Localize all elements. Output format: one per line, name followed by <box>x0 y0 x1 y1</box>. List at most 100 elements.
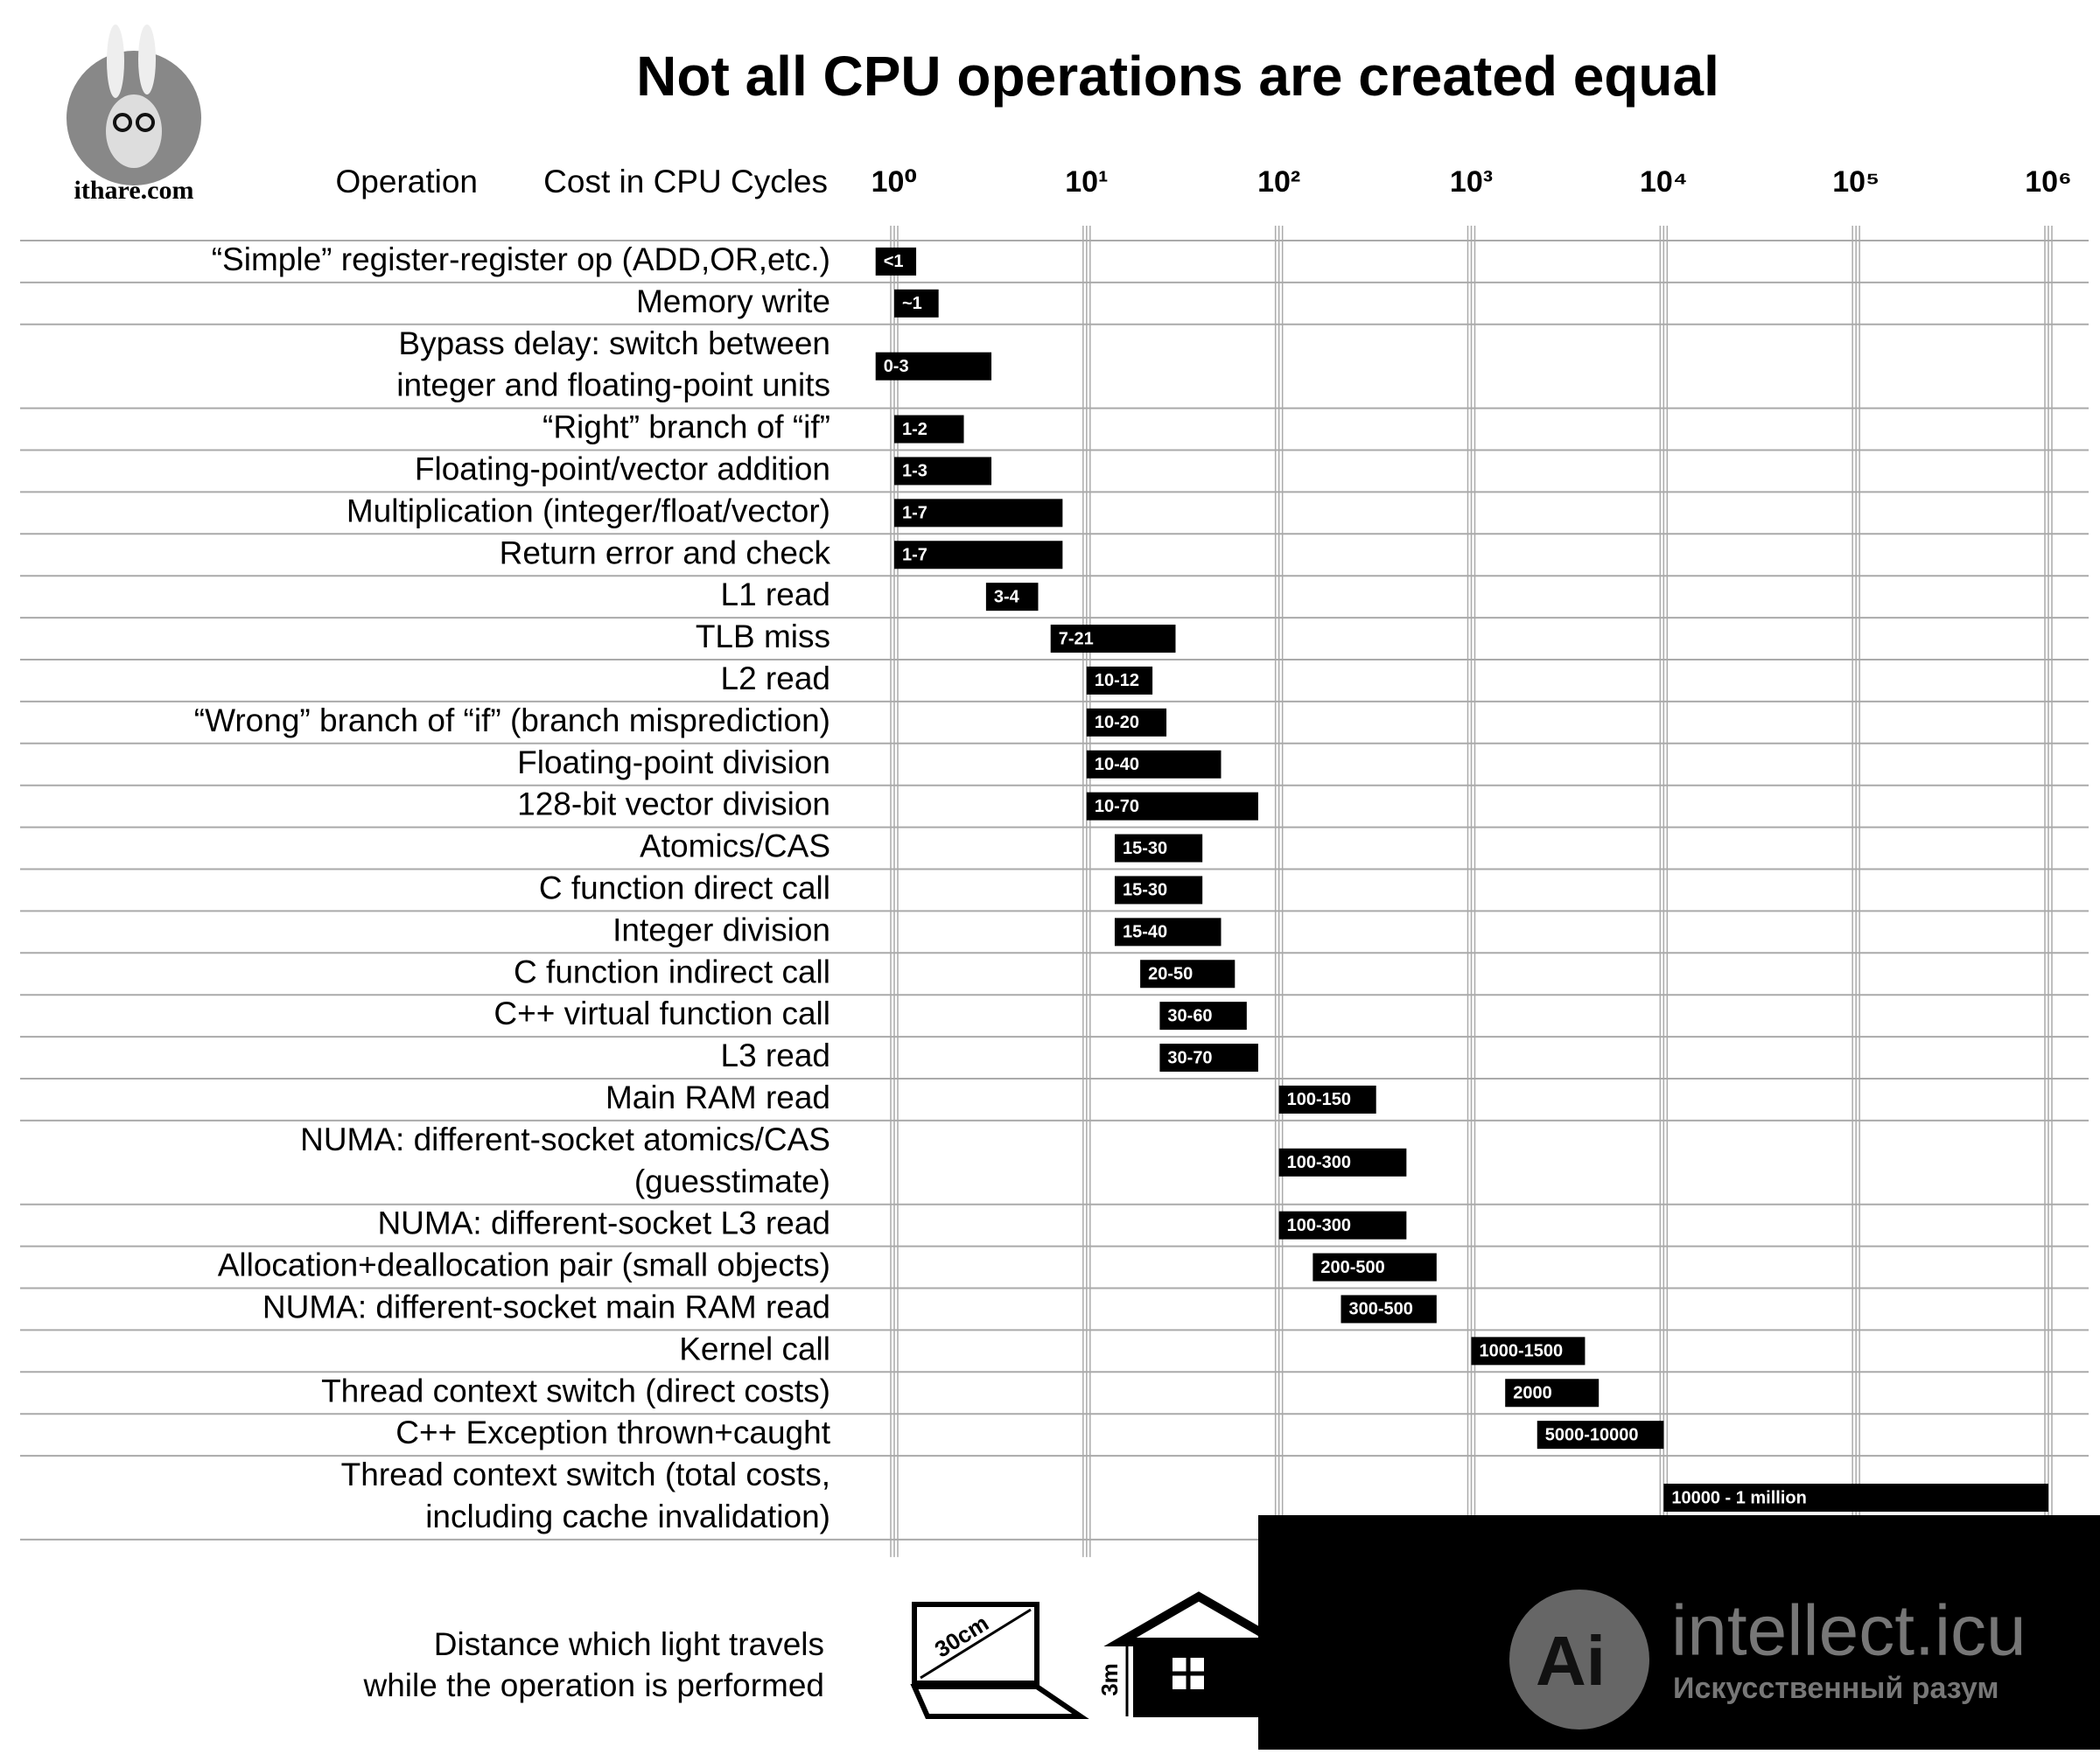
bar-label: 30-70 <box>1167 1048 1212 1067</box>
range-bar <box>1114 834 1203 863</box>
grid: 10⁰ 10¹ 10² 10³ 10⁴ 10⁵ 10⁶ <box>872 165 2072 1557</box>
row-label: NUMA: different-socket main RAM read <box>262 1289 830 1324</box>
bar-label: 1000-1500 <box>1480 1342 1564 1361</box>
bar-label: 2000 <box>1513 1384 1552 1403</box>
row-label: L2 read <box>721 660 831 696</box>
range-bar <box>1050 625 1176 653</box>
row-label: Memory write <box>636 283 830 319</box>
x-tick-label: 10³ <box>1450 165 1493 199</box>
chart-title: Not all CPU operations are created equal <box>636 45 1719 108</box>
footer: Distance which light travels while the o… <box>362 1591 1294 1719</box>
logo-ear <box>107 24 124 98</box>
logo-ear <box>138 24 156 94</box>
row-label: “Simple” register-register op (ADD,OR,et… <box>212 241 830 277</box>
x-tick-label: 10¹ <box>1065 165 1108 199</box>
range-bar <box>1278 1211 1407 1240</box>
range-bar <box>1536 1421 1664 1450</box>
house-roof <box>1103 1591 1294 1646</box>
row-label: Kernel call <box>679 1331 830 1366</box>
row-label: C++ virtual function call <box>494 996 830 1031</box>
range-bar <box>1663 1484 2048 1512</box>
range-bar <box>1340 1295 1437 1324</box>
header-label: Operation <box>336 164 479 199</box>
watermark-logo <box>1509 1590 1649 1730</box>
row-label: NUMA: different-socket atomics/CAS (guess… <box>300 1122 830 1199</box>
bar-label: 20-50 <box>1148 965 1193 984</box>
bar-label: 100-300 <box>1287 1153 1351 1172</box>
watermark-box <box>1258 1515 2100 1750</box>
row-label: “Wrong” branch of “if” (branch mispredic… <box>194 702 830 738</box>
row-label: 128-bit vector division <box>517 786 830 821</box>
row-label: Atomics/CAS <box>640 828 830 863</box>
bar-label: 10-20 <box>1095 713 1139 732</box>
watermark-tagline: Искусственный разум <box>1673 1672 1998 1705</box>
bar-label: 0-3 <box>884 357 909 376</box>
range-bar <box>1140 960 1236 989</box>
x-tick-label: 10⁴ <box>1640 165 1688 199</box>
row-label: C++ Exception thrown+caught <box>396 1415 830 1450</box>
rows: “Simple” register-register op (ADD,OR,et… <box>20 240 2089 1541</box>
row-label: Thread context switch (total costs, inclu… <box>341 1457 830 1534</box>
bar-label: 1-3 <box>902 462 928 481</box>
bar-label: 100-150 <box>1287 1090 1351 1109</box>
bar-label: 10-12 <box>1095 671 1139 690</box>
logo-text: ithare.com <box>74 176 194 205</box>
bar-label: 200-500 <box>1320 1258 1384 1277</box>
row-label: Floating-point division <box>517 744 830 780</box>
row-label: Return error and check <box>500 535 831 570</box>
range-bar <box>894 457 992 486</box>
house-icon: 3m <box>1096 1591 1294 1717</box>
watermark-logo-text: Ai <box>1536 1622 1606 1700</box>
footer-caption: while the operation is performed <box>362 1667 824 1703</box>
range-bar <box>1471 1337 1586 1366</box>
range-bar <box>894 415 964 444</box>
x-tick-label: 10² <box>1257 165 1300 199</box>
row-label: Allocation+deallocation pair (small obje… <box>218 1247 830 1282</box>
bar-label: 15-30 <box>1123 881 1167 900</box>
range-bar <box>894 289 939 318</box>
row-label: Main RAM read <box>606 1080 830 1115</box>
bar-label: 1-7 <box>902 504 928 523</box>
row-label: Integer division <box>612 912 830 947</box>
bar-label: 100-300 <box>1287 1216 1351 1235</box>
logo: ithare.com <box>66 24 201 205</box>
laptop-diagonal <box>920 1608 1032 1680</box>
range-bar <box>1505 1379 1600 1408</box>
row-label: NUMA: different-socket L3 read <box>377 1205 830 1240</box>
watermark: Ai intellect.icu Искусственный разум <box>1258 1515 2100 1750</box>
bar-label: <1 <box>884 252 904 271</box>
footer-caption: Distance which light travels <box>434 1626 824 1662</box>
bar-label: 10000 - 1 million <box>1671 1488 1807 1507</box>
bar-label: 30-60 <box>1167 1006 1212 1025</box>
x-tick-label: 10⁶ <box>2025 165 2071 199</box>
row-label: L1 read <box>721 577 831 612</box>
range-bar <box>875 247 917 276</box>
bar-label: 1-7 <box>902 546 928 565</box>
logo-glasses <box>113 113 132 132</box>
laptop-icon: 30cm <box>910 1602 1089 1719</box>
range-bar <box>894 499 1063 528</box>
range-bar <box>1086 792 1258 821</box>
row-label: L3 read <box>721 1038 831 1073</box>
range-bar <box>1159 1002 1247 1031</box>
bar-label: 10-40 <box>1095 755 1139 774</box>
range-bar <box>1114 918 1222 947</box>
house-label: 3m <box>1096 1663 1123 1696</box>
range-bar <box>875 352 992 381</box>
range-bar <box>1086 666 1153 695</box>
range-bar <box>1278 1148 1407 1177</box>
range-bar <box>894 541 1063 570</box>
bar-label: 15-30 <box>1123 839 1167 858</box>
row-label: Multiplication (integer/float/vector) <box>346 493 830 528</box>
bar-label: 7-21 <box>1059 629 1094 648</box>
range-bar <box>1086 750 1222 779</box>
logo-face <box>106 94 162 168</box>
logo-glasses <box>136 113 155 132</box>
range-bar <box>1159 1044 1258 1073</box>
row-label: “Right” branch of “if” <box>542 409 830 444</box>
laptop-base <box>910 1684 1089 1719</box>
bar-label: 1-2 <box>902 420 928 439</box>
row-label: Thread context switch (direct costs) <box>321 1373 830 1408</box>
bar-label: 3-4 <box>994 587 1020 606</box>
